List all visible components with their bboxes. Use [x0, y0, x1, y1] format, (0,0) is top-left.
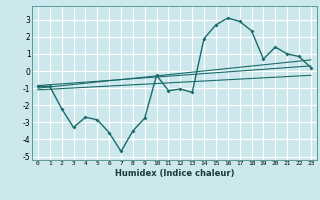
X-axis label: Humidex (Indice chaleur): Humidex (Indice chaleur) — [115, 169, 234, 178]
